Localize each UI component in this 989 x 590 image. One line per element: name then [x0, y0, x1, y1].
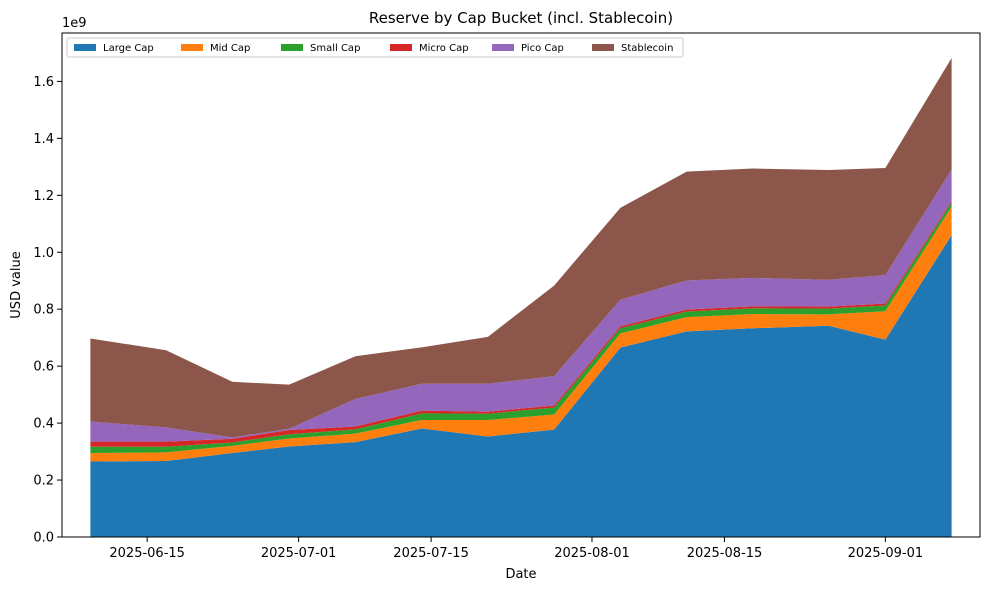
y-tick-label: 0.4	[33, 417, 54, 432]
x-tick-label: 2025-08-01	[554, 546, 630, 561]
area-stablecoin	[90, 58, 952, 438]
legend-swatch-small-cap	[281, 44, 303, 51]
y-tick-label: 0.2	[33, 474, 54, 489]
legend-label-small-cap: Small Cap	[310, 43, 360, 54]
x-axis-label: Date	[505, 567, 536, 582]
y-offset-text: 1e9	[62, 16, 87, 31]
legend-label-micro-cap: Micro Cap	[419, 43, 469, 54]
x-axis-ticks: 2025-06-15 2025-07-01 2025-07-15 2025-08-01…	[109, 537, 923, 561]
legend-swatch-micro-cap	[390, 44, 412, 51]
x-tick-label: 2025-07-01	[261, 546, 337, 561]
area-pico-cap	[90, 169, 952, 442]
legend-swatch-stablecoin	[592, 44, 614, 51]
legend-label-stablecoin: Stablecoin	[621, 43, 673, 54]
legend-swatch-pico-cap	[492, 44, 514, 51]
legend-swatch-large-cap	[74, 44, 96, 51]
y-tick-label: 0.6	[33, 360, 54, 375]
y-tick-label: 0.0	[33, 531, 54, 546]
x-tick-label: 2025-07-15	[393, 546, 469, 561]
legend-swatch-mid-cap	[181, 44, 203, 51]
area-series-group	[90, 58, 952, 538]
x-tick-label: 2025-08-15	[687, 546, 763, 561]
axes	[61, 32, 981, 538]
chart-title: Reserve by Cap Bucket (incl. Stablecoin)	[369, 9, 673, 27]
x-tick-label: 2025-06-15	[109, 546, 185, 561]
legend: Large Cap Mid Cap Small Cap Micro Cap Pico C…	[66, 37, 684, 58]
legend-frame	[66, 37, 684, 58]
legend-label-large-cap: Large Cap	[103, 43, 154, 54]
x-tick-label: 2025-09-01	[848, 546, 924, 561]
legend-label-pico-cap: Pico Cap	[521, 43, 564, 54]
plot-frame	[61, 32, 981, 538]
y-tick-label: 1.2	[33, 189, 54, 204]
y-tick-label: 1.6	[33, 75, 54, 90]
y-tick-label: 0.8	[33, 303, 54, 318]
y-tick-label: 1.0	[33, 246, 54, 261]
y-tick-label: 1.4	[33, 132, 54, 147]
area-large-cap	[90, 235, 952, 538]
legend-label-mid-cap: Mid Cap	[210, 43, 250, 54]
y-axis-label: USD value	[9, 251, 24, 318]
y-axis-ticks: 0.0 0.2 0.4 0.6 0.8 1.0 1.2 1.4 1.6	[33, 75, 62, 546]
